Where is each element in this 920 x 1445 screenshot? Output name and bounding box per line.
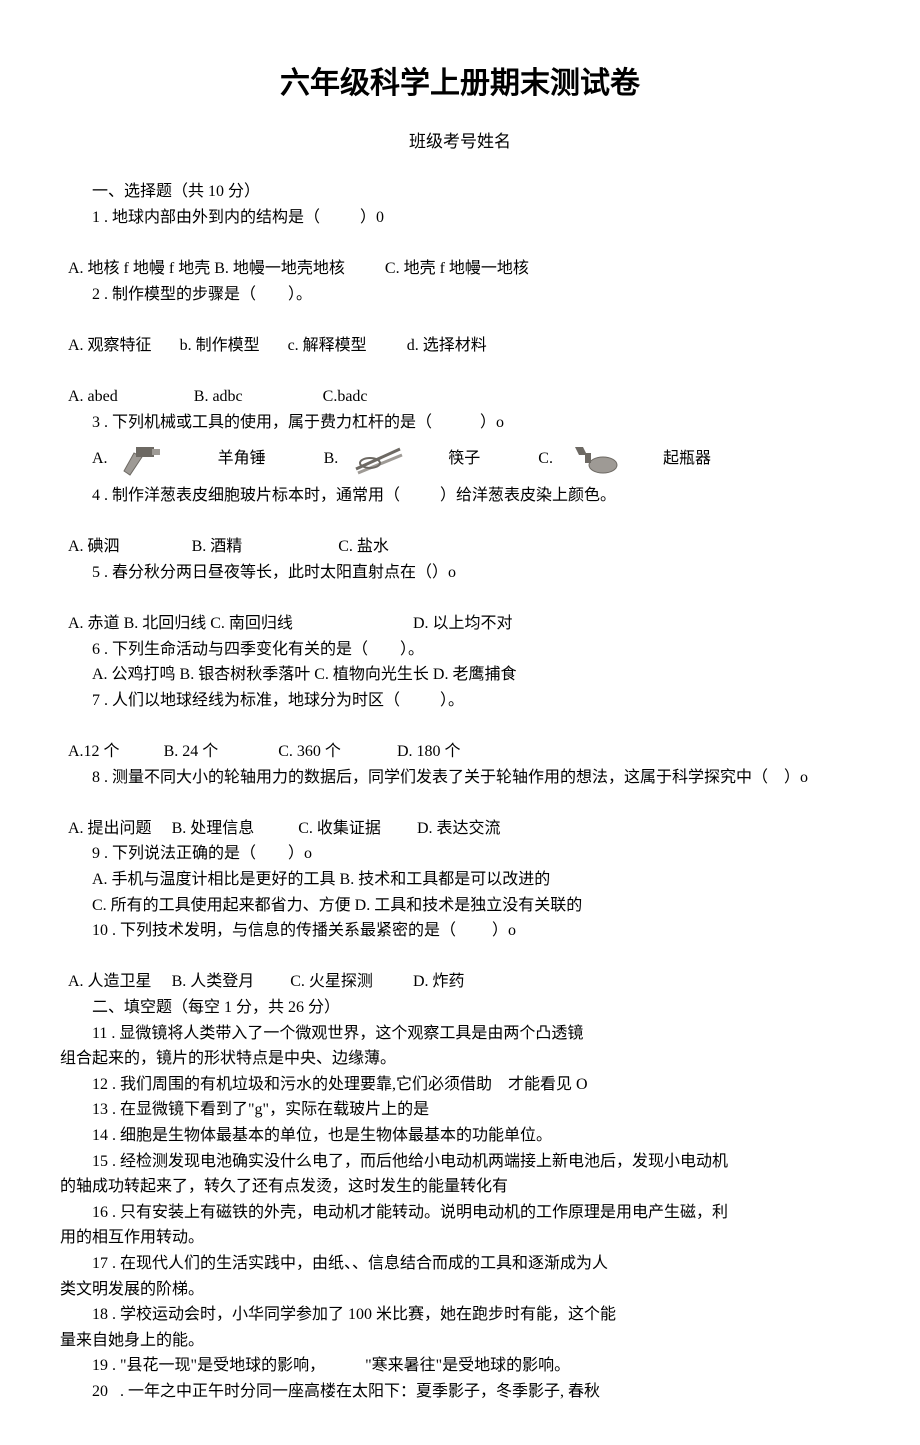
q1-options: A. 地核 f 地幔 f 地壳 B. 地幔一地壳地核 C. 地壳 f 地幔一地核 [60, 230, 860, 281]
q20: 20 . 一年之中正午时分同一座高楼在太阳下：夏季影子，冬季影子, 春秋 [60, 1379, 860, 1405]
q5-opt-c: C. 南回归线 [210, 615, 293, 632]
q2-sub-a: A. 观察特征 [68, 337, 152, 354]
q1-opt-c: C. 地壳 f 地幔一地核 [385, 260, 529, 277]
q13: 13 . 在显微镜下看到了"g"，实际在载玻片上的是 [60, 1097, 860, 1123]
q3-opt-b-label: B. [292, 446, 339, 472]
q9-opts-cd: C. 所有的工具使用起来都省力、方便 D. 工具和技术是独立没有关联的 [60, 893, 860, 919]
q3-stem: 3 . 下列机械或工具的使用，属于费力杠杆的是（ ）o [60, 410, 860, 436]
q10-options: A. 人造卫星 B. 人类登月 C. 火星探测 D. 炸药 [60, 944, 860, 995]
q3-opt-b-text: 筷子 [416, 446, 480, 472]
q11-a: 11 . 显微镜将人类带入了一个微观世界，这个观察工具是由两个凸透镜 [60, 1021, 860, 1047]
q2-answers: A. abed B. adbc C.badc [60, 358, 860, 409]
q12: 12 . 我们周围的有机垃圾和污水的处理要靠,它们必须借助 才能看见 O [60, 1072, 860, 1098]
q4-opt-c: C. 盐水 [338, 538, 389, 555]
q7-opt-c: C. 360 个 [278, 743, 341, 760]
q1-stem: 1 . 地球内部由外到内的结构是（ ）0 [60, 205, 860, 231]
q18-a: 18 . 学校运动会时，小华同学参加了 100 米比赛，她在跑步时有能，这个能 [60, 1302, 860, 1328]
q5-options: A. 赤道 B. 北回归线 C. 南回归线 D. 以上均不对 [60, 586, 860, 637]
q5-opt-d: D. 以上均不对 [413, 615, 513, 632]
q10-opt-d: D. 炸药 [413, 973, 465, 990]
q8-opt-c: C. 收集证据 [298, 820, 381, 837]
q4-stem: 4 . 制作洋葱表皮细胞玻片标本时，通常用（ ）给洋葱表皮染上颜色。 [60, 483, 860, 509]
q3-opt-c-text: 起瓶器 [631, 446, 711, 472]
q11-b: 组合起来的，镜片的形状特点是中央、边缘薄。 [60, 1046, 860, 1072]
q18-b: 量来自她身上的能。 [60, 1328, 860, 1354]
q8-stem-a: 8 . 测量不同大小的轮轴用力的数据后，同学们发表了关于轮轴作用的想法，这属于科… [60, 765, 860, 791]
q2-ans-b: B. adbc [194, 388, 243, 405]
q16-b: 用的相互作用转动。 [60, 1225, 860, 1251]
q4-opt-b: B. 酒精 [192, 538, 243, 555]
section-2-header: 二、填空题（每空 1 分，共 26 分） [60, 995, 860, 1021]
q10-opt-b: B. 人类登月 [172, 973, 255, 990]
q2-stem: 2 . 制作模型的步骤是（ ）。 [60, 282, 860, 308]
q2-ans-c: C.badc [323, 388, 368, 405]
q17-b: 类文明发展的阶梯。 [60, 1277, 860, 1303]
q14: 14 . 细胞是生物体最基本的单位，也是生物体最基本的功能单位。 [60, 1123, 860, 1149]
q2-subopts: A. 观察特征 b. 制作模型 c. 解释模型 d. 选择材料 [60, 307, 860, 358]
q3-options: A. 羊角锤 B. 筷子 C. 起瓶器 [60, 441, 860, 477]
q4-options: A. 碘泗 B. 酒精 C. 盐水 [60, 509, 860, 560]
q1-opt-b: B. 地幔一地壳地核 [214, 260, 345, 277]
chopsticks-icon [350, 441, 408, 477]
q4-opt-a: A. 碘泗 [68, 538, 120, 555]
q1-opt-a: A. 地核 f 地幔 f 地壳 [68, 260, 210, 277]
q7-stem: 7 . 人们以地球经线为标准，地球分为时区（ ）。 [60, 688, 860, 714]
q15-b: 的轴成功转起来了，转久了还有点发烫，这时发生的能量转化有 [60, 1174, 860, 1200]
q6-stem: 6 . 下列生命活动与四季变化有关的是（ ）。 [60, 637, 860, 663]
page-title: 六年级科学上册期末测试卷 [60, 60, 860, 108]
bottle-opener-icon [565, 441, 623, 477]
q3-opt-c-label: C. [506, 446, 553, 472]
q9-opts-ab: A. 手机与温度计相比是更好的工具 B. 技术和工具都是可以改进的 [60, 867, 860, 893]
q8-options: A. 提出问题 B. 处理信息 C. 收集证据 D. 表达交流 [60, 790, 860, 841]
q2-sub-b: b. 制作模型 [180, 337, 260, 354]
q10-opt-c: C. 火星探测 [290, 973, 373, 990]
q10-opt-a: A. 人造卫星 [68, 973, 152, 990]
q2-sub-d: d. 选择材料 [407, 337, 487, 354]
q7-opt-a: A.12 个 [68, 743, 120, 760]
q7-options: A.12 个 B. 24 个 C. 360 个 D. 180 个 [60, 713, 860, 764]
hammer-icon [120, 441, 178, 477]
q8-opt-b: B. 处理信息 [172, 820, 255, 837]
q8-opt-a: A. 提出问题 [68, 820, 152, 837]
section-1-header: 一、选择题（共 10 分） [60, 179, 860, 205]
q15-a: 15 . 经检测发现电池确实没什么电了，而后他给小电动机两端接上新电池后，发现小… [60, 1149, 860, 1175]
q7-opt-b: B. 24 个 [164, 743, 219, 760]
q19: 19 . "县花一现"是受地球的影响， "寒来暑往"是受地球的影响。 [60, 1353, 860, 1379]
q3-opt-a-label: A. [60, 446, 108, 472]
q2-ans-a: A. abed [68, 388, 118, 405]
q7-opt-d: D. 180 个 [397, 743, 461, 760]
q5-opt-a: A. 赤道 [68, 615, 120, 632]
q5-stem: 5 . 春分秋分两日昼夜等长，此时太阳直射点在（）o [60, 560, 860, 586]
q3-opt-a-text: 羊角锤 [186, 446, 266, 472]
q2-sub-c: c. 解释模型 [288, 337, 367, 354]
q17-a: 17 . 在现代人们的生活实践中，由纸、、信息结合而成的工具和逐渐成为人 [60, 1251, 860, 1277]
q5-opt-b: B. 北回归线 [124, 615, 207, 632]
page-subtitle: 班级考号姓名 [60, 128, 860, 155]
q16-a: 16 . 只有安装上有磁铁的外壳，电动机才能转动。说明电动机的工作原理是用电产生… [60, 1200, 860, 1226]
q9-stem: 9 . 下列说法正确的是（ ）o [60, 841, 860, 867]
q8-opt-d: D. 表达交流 [417, 820, 501, 837]
q10-stem: 10 . 下列技术发明，与信息的传播关系最紧密的是（ ）o [60, 918, 860, 944]
q6-options: A. 公鸡打鸣 B. 银杏树秋季落叶 C. 植物向光生长 D. 老鹰捕食 [60, 662, 860, 688]
